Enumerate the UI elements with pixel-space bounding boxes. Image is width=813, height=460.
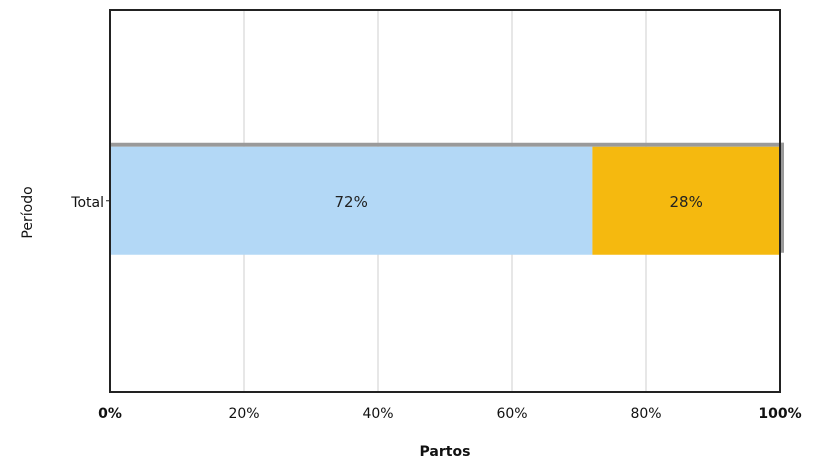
x-tick-label: 80%: [630, 406, 661, 422]
data-label: 72%: [335, 193, 368, 211]
x-tick-labels: 0% 20% 40% 60% 80% 100%: [98, 406, 802, 422]
bar-shadow-right: [780, 142, 784, 253]
x-tick-label: 40%: [362, 406, 393, 422]
x-tick-label: 60%: [496, 406, 527, 422]
x-tick-label: 20%: [228, 406, 259, 422]
bar-segment-2: [592, 146, 780, 255]
y-axis-title: Período: [20, 186, 36, 238]
bar-segment-1: [110, 146, 593, 255]
y-tick-label: Total: [70, 195, 104, 211]
data-label: 28%: [670, 193, 703, 211]
x-tick-label: 0%: [98, 406, 122, 422]
x-tick-label: 100%: [758, 406, 801, 422]
y-tick-labels: Total: [70, 195, 110, 211]
x-axis-title: Partos: [420, 444, 471, 460]
bar-shadow-top: [110, 142, 784, 147]
bars: 72% 28%: [110, 142, 784, 255]
